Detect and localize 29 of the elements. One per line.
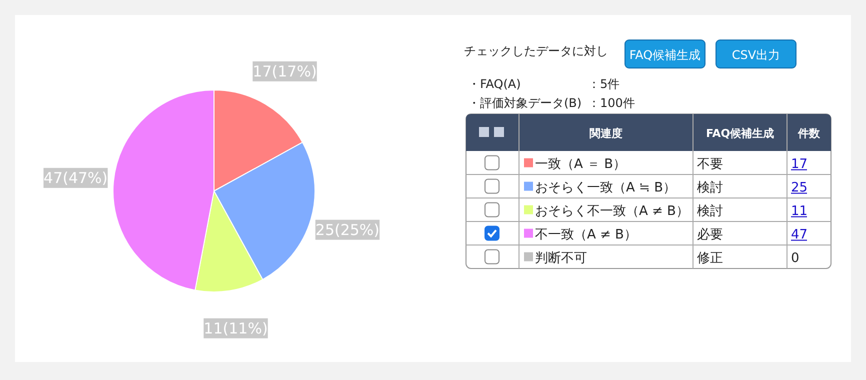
text: 25 (791, 180, 808, 196)
text: 関連度 (590, 127, 622, 140)
legend-label: おそらく不一致（A ≠ B） (535, 204, 689, 219)
button: CSV出力 (716, 40, 796, 68)
text: FAQ候補生成 (706, 127, 774, 140)
text: ：5件 (588, 77, 620, 91)
text: 11 (791, 204, 808, 219)
text: 件数 (797, 127, 821, 140)
text: チェックしたデータに対し (464, 44, 608, 58)
legend-label: 判断不可 (535, 250, 587, 266)
text: 修正 (697, 250, 723, 266)
text: 0 (791, 250, 800, 266)
pie-slice (194, 190, 264, 292)
text: 検討 (697, 180, 723, 196)
button: FAQ候補生成 (624, 40, 706, 68)
text: 47 (791, 227, 808, 242)
text: 17 (791, 156, 808, 172)
text: ・FAQ(A) (468, 77, 521, 91)
text: 検討 (697, 204, 723, 219)
pie-slice (214, 90, 304, 192)
legend-label: 一致（A ＝ B） (535, 156, 626, 172)
text: ・評価対象データ(B) (468, 96, 582, 110)
legend-label: 不一致（A ≠ B） (535, 227, 637, 242)
pie-slice (214, 142, 316, 280)
text: 必要 (697, 227, 723, 242)
text: 不要 (697, 156, 723, 172)
pie-slice (112, 90, 214, 291)
legend-label: おそらく一致（A ≒ B） (535, 180, 676, 196)
text: ：100件 (588, 96, 635, 110)
